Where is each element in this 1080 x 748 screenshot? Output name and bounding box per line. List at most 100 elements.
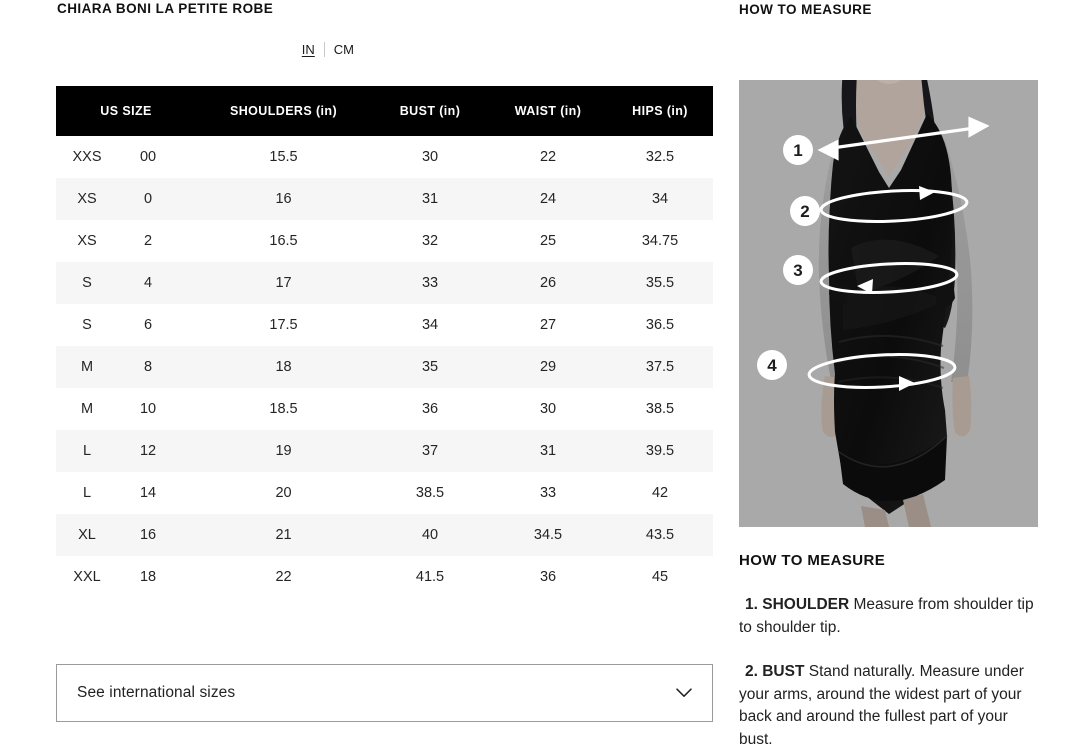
cell-waist: 30 — [539, 401, 557, 417]
table-row: XS 2 16.5 32 25 34.75 — [56, 220, 714, 262]
cell-size-letter: S — [82, 275, 92, 291]
cell-us-size: 4 — [143, 275, 153, 291]
cell-shoulders: 15.5 — [269, 149, 298, 165]
cell-waist: 29 — [539, 359, 557, 375]
unit-divider — [323, 42, 325, 57]
table-row: XXL 18 22 41.5 36 45 — [56, 556, 714, 598]
how-to-measure-figure: 1 2 3 4 — [739, 80, 1038, 527]
cell-waist: 22 — [539, 149, 557, 165]
cell-waist: 26 — [539, 275, 557, 291]
how-to-measure-heading-bottom: HOW TO MEASURE — [739, 552, 886, 569]
measure-instruction-1: 1. SHOULDER Measure from shoulder tip to… — [739, 594, 1039, 639]
international-sizes-dropdown[interactable]: See international sizes — [56, 664, 713, 722]
cell-waist: 36 — [539, 569, 557, 585]
table-row: S 4 17 33 26 35.5 — [56, 262, 714, 304]
chevron-down-icon — [676, 688, 692, 698]
cell-bust: 33 — [421, 275, 439, 291]
table-body: XXS 00 15.5 30 22 32.5 XS 0 16 31 24 34 XS 2 16.5 32 25 3… — [56, 136, 714, 598]
cell-us-size: 16 — [139, 527, 157, 543]
cell-bust: 35 — [421, 359, 439, 375]
table-row: L 14 20 38.5 33 42 — [56, 472, 714, 514]
cell-size-letter: XS — [77, 191, 97, 207]
cell-shoulders: 18 — [275, 359, 292, 375]
table-row: M 10 18.5 36 30 38.5 — [56, 388, 714, 430]
svg-text:3: 3 — [793, 261, 802, 280]
cell-hips: 37.5 — [645, 359, 675, 375]
measure-description: Measure from shoulder tip to shoulder ti… — [739, 596, 1034, 636]
measure-part-name: BUST — [762, 663, 805, 680]
svg-text:4: 4 — [767, 356, 777, 375]
cell-size-letter: XS — [77, 233, 97, 249]
cell-shoulders: 18.5 — [269, 401, 298, 417]
cell-size-letter: L — [82, 485, 92, 501]
cell-us-size: 18 — [139, 569, 157, 585]
cell-shoulders: 22 — [275, 569, 292, 585]
cell-size-letter: XXL — [73, 569, 101, 585]
column-header-shoulders: SHOULDERS (in) — [230, 104, 338, 118]
table-row: XS 0 16 31 24 34 — [56, 178, 714, 220]
cell-waist: 33 — [539, 485, 557, 501]
cell-hips: 39.5 — [645, 443, 675, 459]
cell-us-size: 0 — [143, 191, 153, 207]
measure-instruction-2: 2. BUST Stand naturally. Measure under y… — [739, 661, 1039, 748]
unit-toggle[interactable]: IN CM — [293, 41, 363, 58]
table-row: XXS 00 15.5 30 22 32.5 — [56, 136, 714, 178]
measure-index: 1. — [745, 596, 763, 613]
cell-hips: 43.5 — [645, 527, 675, 543]
cell-us-size: 00 — [139, 149, 157, 165]
cell-waist: 25 — [539, 233, 557, 249]
size-chart-table: US SIZE SHOULDERS (in) BUST (in) WAIST (… — [56, 86, 714, 598]
column-header-us-size: US SIZE — [100, 104, 152, 118]
cell-us-size: 6 — [143, 317, 153, 333]
cell-us-size: 14 — [139, 485, 157, 501]
cell-shoulders: 17.5 — [269, 317, 298, 333]
cell-shoulders: 20 — [275, 485, 292, 501]
column-header-waist: WAIST (in) — [514, 104, 582, 118]
cell-hips: 34.75 — [641, 233, 679, 249]
unit-option-inches[interactable]: IN — [301, 42, 315, 57]
unit-option-cm[interactable]: CM — [333, 42, 354, 57]
table-header: US SIZE SHOULDERS (in) BUST (in) WAIST (… — [56, 86, 714, 136]
measurement-diagram-image: 1 2 3 4 — [739, 80, 1038, 527]
cell-size-letter: XL — [78, 527, 96, 543]
cell-bust: 37 — [421, 443, 439, 459]
cell-shoulders: 17 — [275, 275, 292, 291]
cell-hips: 36.5 — [645, 317, 675, 333]
cell-hips: 32.5 — [645, 149, 675, 165]
size-chart-column: CHIARA BONI LA PETITE ROBE IN CM US SIZE… — [56, 1, 714, 722]
measure-index: 2. — [745, 663, 763, 680]
cell-hips: 35.5 — [645, 275, 675, 291]
cell-shoulders: 16.5 — [269, 233, 298, 249]
table-row: XL 16 21 40 34.5 43.5 — [56, 514, 714, 556]
table-row: L 12 19 37 31 39.5 — [56, 430, 714, 472]
cell-size-letter: XXS — [72, 149, 102, 165]
cell-shoulders: 21 — [275, 527, 292, 543]
cell-bust: 40 — [421, 527, 439, 543]
svg-text:1: 1 — [793, 141, 802, 160]
measure-part-name: SHOULDER — [762, 596, 850, 613]
cell-hips: 34 — [651, 191, 669, 207]
table-header-row: US SIZE SHOULDERS (in) BUST (in) WAIST (… — [56, 86, 714, 136]
cell-waist: 27 — [539, 317, 557, 333]
column-header-bust: BUST (in) — [399, 104, 461, 118]
cell-bust: 34 — [421, 317, 439, 333]
how-to-measure-instructions: 1. SHOULDER Measure from shoulder tip to… — [739, 594, 1039, 748]
cell-size-letter: L — [82, 443, 92, 459]
cell-us-size: 2 — [143, 233, 153, 249]
cell-bust: 38.5 — [415, 485, 445, 501]
cell-size-letter: S — [82, 317, 92, 333]
cell-hips: 38.5 — [645, 401, 675, 417]
cell-waist: 24 — [539, 191, 557, 207]
cell-bust: 41.5 — [415, 569, 445, 585]
cell-waist: 34.5 — [533, 527, 563, 543]
cell-us-size: 12 — [139, 443, 157, 459]
cell-size-letter: M — [80, 401, 94, 417]
how-to-measure-heading-top: HOW TO MEASURE — [739, 2, 872, 17]
page-title: CHIARA BONI LA PETITE ROBE — [57, 1, 274, 16]
cell-waist: 31 — [539, 443, 557, 459]
cell-us-size: 10 — [139, 401, 157, 417]
how-to-measure-column: HOW TO MEASURE — [739, 0, 1080, 748]
cell-bust: 36 — [421, 401, 439, 417]
cell-bust: 31 — [421, 191, 439, 207]
